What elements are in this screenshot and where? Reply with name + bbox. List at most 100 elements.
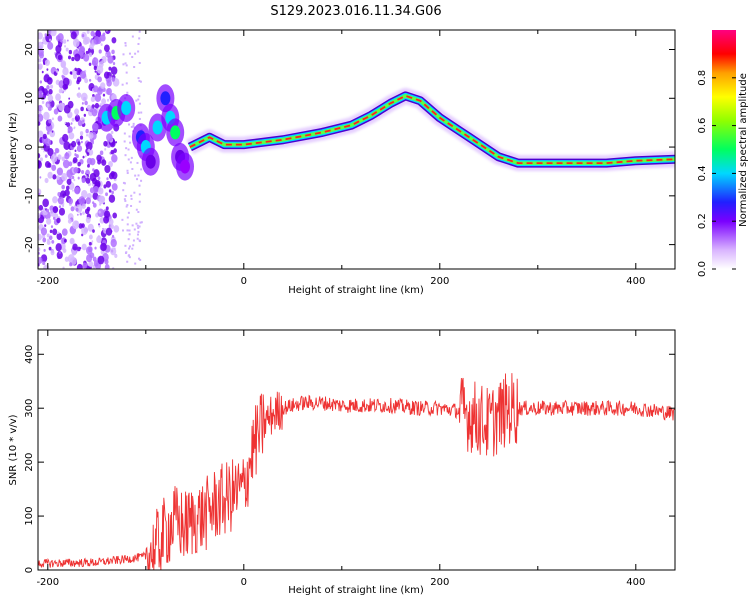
noise-blob (62, 204, 65, 208)
noise-blob (111, 190, 114, 195)
noise-blob (57, 191, 61, 197)
noise-speck (128, 229, 131, 232)
noise-blob (47, 94, 54, 102)
noise-blob (98, 195, 105, 205)
noise-speck (137, 211, 140, 214)
noise-speck (133, 191, 136, 194)
noise-blob (56, 175, 60, 181)
noise-speck (132, 122, 135, 125)
snr-ytick-label: 100 (24, 507, 35, 526)
colorbar-label: Normalized spectral amplitude (738, 73, 749, 227)
noise-blob (98, 61, 104, 68)
noise-blob (38, 152, 41, 159)
noise-blob (52, 228, 58, 236)
noise-blob (38, 90, 44, 98)
noise-blob (56, 217, 61, 224)
noise-blob (85, 141, 93, 151)
noise-blob (60, 89, 63, 93)
noise-blob (38, 256, 43, 264)
noise-speck (125, 64, 128, 67)
noise-blob (77, 176, 80, 180)
noise-blob (49, 129, 56, 138)
noise-speck (130, 194, 133, 197)
noise-blob (55, 93, 62, 101)
noise-blob (112, 62, 116, 66)
noise-blob (38, 121, 41, 126)
noise-blob (46, 76, 53, 85)
noise-blob (48, 38, 52, 42)
noise-blob (59, 251, 61, 254)
noise-blob (77, 161, 81, 167)
noise-blob (38, 130, 44, 139)
noise-blob (97, 255, 105, 265)
noise-blob (76, 145, 83, 153)
noise-blob (46, 239, 51, 245)
noise-blob (55, 35, 61, 42)
snr-ytick-label: 0 (24, 567, 35, 573)
noise-speck (136, 178, 139, 181)
noise-blob (108, 218, 114, 226)
noise-blob (54, 147, 60, 154)
noise-speck (131, 56, 134, 59)
noise-blob (111, 171, 118, 180)
noise-blob (57, 196, 64, 205)
noise-blob (47, 148, 54, 157)
noise-blob (72, 189, 74, 192)
noise-blob (69, 237, 75, 245)
noise-speck (137, 257, 140, 260)
noise-blob (75, 154, 79, 159)
noise-blob (71, 56, 75, 62)
noise-blob (80, 140, 83, 144)
noise-blob (42, 88, 48, 96)
noise-speck (128, 233, 131, 236)
snr-xlabel: Height of straight line (km) (288, 585, 424, 596)
spectrogram-xtick-label: 400 (626, 276, 645, 287)
noise-blob (42, 198, 49, 208)
noise-speck (137, 98, 140, 101)
noise-speck (133, 126, 136, 129)
noise-blob (93, 169, 100, 178)
noise-blob (106, 87, 112, 96)
noise-blob (108, 189, 112, 193)
noise-blob (51, 239, 55, 244)
noise-blob (85, 128, 89, 134)
noise-speck (127, 158, 130, 161)
noise-blob (75, 207, 79, 212)
noise-blob (66, 178, 72, 185)
noise-blob (93, 186, 99, 194)
noise-blob (62, 83, 68, 90)
noise-blob (62, 248, 67, 253)
noise-speck (136, 224, 139, 227)
noise-blob (98, 104, 101, 108)
noise-blob (95, 30, 102, 38)
noise-blob (110, 149, 115, 155)
noise-blob (72, 220, 79, 230)
noise-blob (62, 266, 65, 269)
noise-blob (69, 262, 73, 267)
noise-speck (137, 111, 140, 114)
noise-blob (82, 155, 85, 159)
noise-blob (108, 160, 113, 168)
noise-blob (42, 261, 46, 266)
noise-blob (74, 114, 81, 122)
noise-speck (122, 181, 125, 184)
noise-blob (38, 113, 44, 122)
noise-blob (43, 111, 50, 121)
noise-speck (124, 42, 127, 45)
noise-blob (55, 45, 62, 53)
noise-blob (50, 250, 55, 256)
spectrogram-xlabel: Height of straight line (km) (288, 285, 424, 296)
transition-blob (145, 154, 156, 169)
noise-blob (97, 76, 102, 83)
noise-speck (140, 179, 143, 182)
noise-speck (137, 42, 140, 45)
noise-blob (49, 77, 52, 81)
noise-blob (91, 240, 94, 243)
noise-speck (128, 256, 131, 259)
noise-blob (103, 71, 110, 79)
noise-blob (105, 192, 108, 197)
noise-blob (81, 223, 85, 228)
noise-blob (67, 100, 74, 109)
